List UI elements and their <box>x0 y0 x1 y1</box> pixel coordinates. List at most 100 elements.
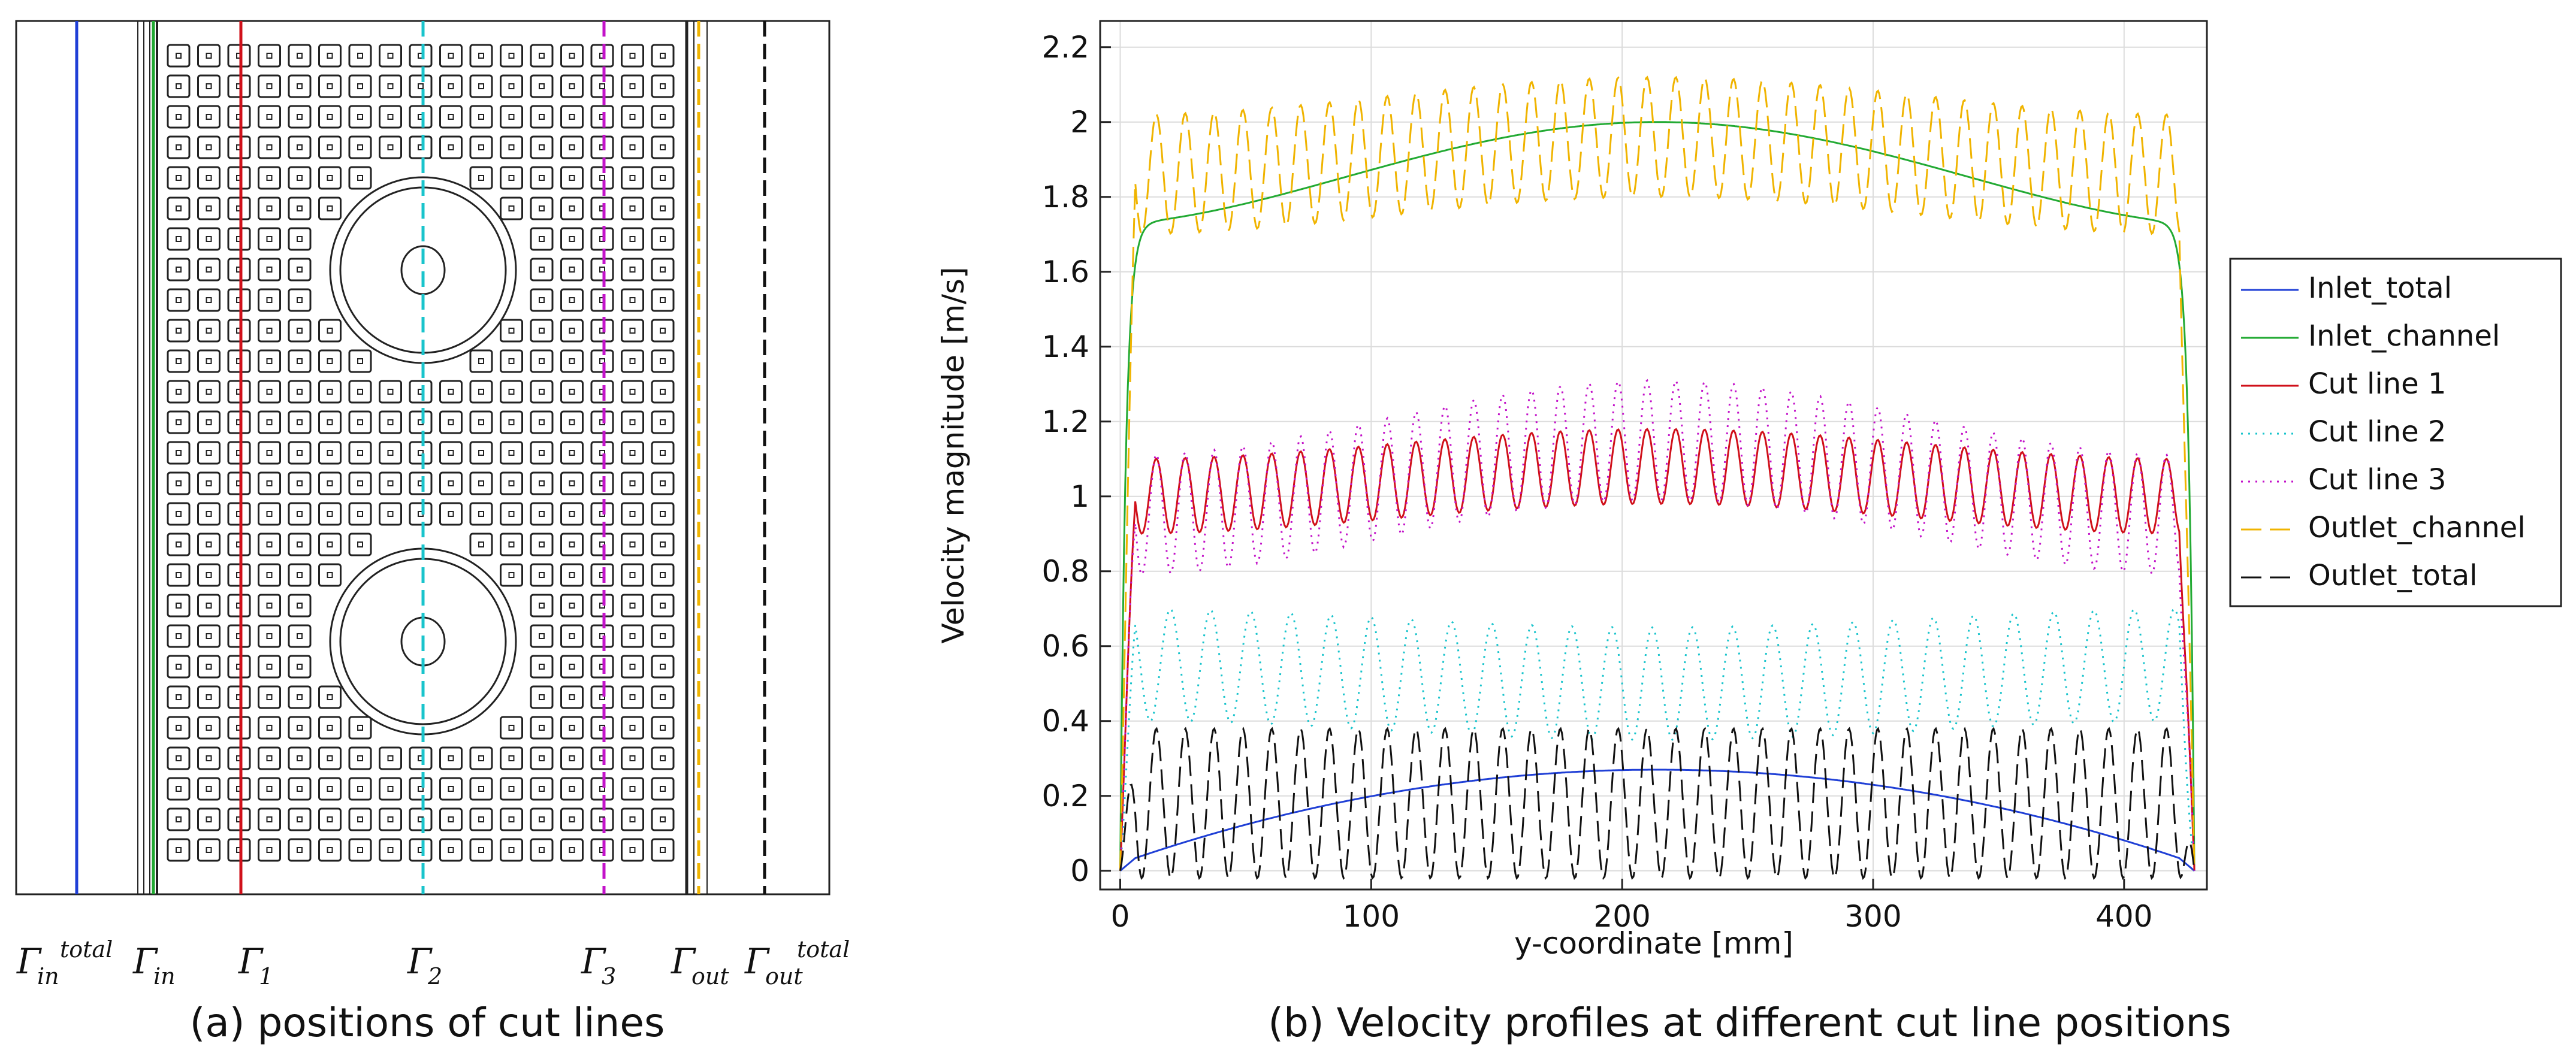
cell-block <box>500 105 523 129</box>
cell-block <box>227 349 251 373</box>
cell-pin <box>569 450 575 456</box>
cell-pin <box>539 694 545 700</box>
cell-block <box>621 227 644 251</box>
cell-block <box>560 380 584 404</box>
cell-block <box>651 594 675 618</box>
cell-block <box>167 288 191 312</box>
cell-pin <box>660 786 666 792</box>
cell-pin <box>206 53 212 59</box>
cell-pin <box>176 389 182 395</box>
cell-block <box>439 471 463 495</box>
cell-pin <box>266 144 273 150</box>
channel-walls <box>137 21 708 894</box>
cell-pin <box>176 144 182 150</box>
cell-block <box>621 288 644 312</box>
cell-pin <box>297 83 303 89</box>
cell-pin <box>539 603 545 609</box>
cell-pin <box>206 511 212 517</box>
cell-block <box>348 44 372 68</box>
cell-block <box>318 807 342 831</box>
cell-pin <box>660 389 666 395</box>
cell-block <box>197 44 221 68</box>
cell-pin <box>266 725 273 731</box>
cell-pin <box>266 389 273 395</box>
cell-pin <box>629 786 636 792</box>
cell-block <box>500 502 523 526</box>
cell-pin <box>327 786 333 792</box>
cell-pin <box>206 236 212 242</box>
cell-pin <box>660 633 666 639</box>
cell-block <box>409 502 433 526</box>
cell-block <box>227 624 251 648</box>
cell-pin <box>266 603 273 609</box>
gamma-sub: 1 <box>259 963 273 990</box>
cell-block <box>227 380 251 404</box>
cell-pin <box>206 725 212 731</box>
cell-block <box>590 685 614 709</box>
cell-pin <box>478 175 484 181</box>
cell-block <box>258 532 281 556</box>
cell-pin <box>327 541 333 547</box>
cell-pin <box>599 358 605 364</box>
cell-pin <box>660 114 666 120</box>
cell-pin <box>357 816 363 822</box>
cell-pin <box>599 83 605 89</box>
cell-block <box>227 74 251 98</box>
cell-pin <box>266 83 273 89</box>
cell-block <box>227 196 251 220</box>
series-line-cut-line-3 <box>1119 379 2196 871</box>
cell-pin <box>508 480 515 486</box>
y-tick-label: 0.2 <box>1041 779 1089 813</box>
cell-block <box>288 380 312 404</box>
cell-block <box>227 502 251 526</box>
cell-pin <box>297 755 303 761</box>
cell-block <box>590 135 614 159</box>
cell-block <box>227 471 251 495</box>
cell-block <box>197 196 221 220</box>
cell-block <box>469 471 493 495</box>
cell-pin <box>176 725 182 731</box>
cell-block <box>227 777 251 801</box>
cell-block <box>469 44 493 68</box>
cell-block <box>560 105 584 129</box>
cell-block <box>318 716 342 740</box>
cell-block <box>288 166 312 190</box>
cell-pin <box>297 633 303 639</box>
cell-block <box>439 44 463 68</box>
cell-block <box>469 105 493 129</box>
cell-block <box>409 74 433 98</box>
cell-block <box>258 288 281 312</box>
cell-pin <box>266 450 273 456</box>
cell-block <box>167 746 191 770</box>
cell-block <box>530 594 554 618</box>
cell-block <box>621 838 644 862</box>
cell-block <box>167 349 191 373</box>
cell-pin <box>478 114 484 120</box>
cell-block <box>167 196 191 220</box>
cell-pin <box>660 480 666 486</box>
cell-pin <box>266 236 273 242</box>
cell-pin <box>629 389 636 395</box>
cell-pin <box>448 389 454 395</box>
cell-block <box>469 838 493 862</box>
cell-block <box>197 319 221 343</box>
cell-pin <box>629 236 636 242</box>
plot-frame <box>1099 20 2208 891</box>
cell-pin <box>508 114 515 120</box>
cell-block <box>651 502 675 526</box>
cell-block <box>530 563 554 587</box>
cell-block <box>469 380 493 404</box>
cell-block <box>167 716 191 740</box>
cell-pin <box>297 328 303 334</box>
cell-block <box>167 410 191 434</box>
cell-block <box>197 532 221 556</box>
cell-grid <box>167 44 675 862</box>
cell-block <box>651 624 675 648</box>
cell-pin <box>539 236 545 242</box>
cell-pin <box>448 755 454 761</box>
cell-block <box>318 44 342 68</box>
cell-pin <box>629 603 636 609</box>
cell-block <box>258 135 281 159</box>
cell-block <box>560 502 584 526</box>
cut-lines <box>75 21 766 894</box>
